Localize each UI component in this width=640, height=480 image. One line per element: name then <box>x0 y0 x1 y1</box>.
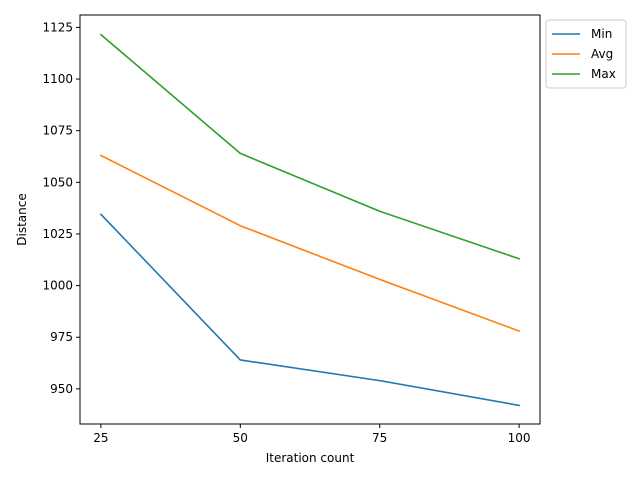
legend-label-min: Min <box>591 27 612 41</box>
y-tick-label: 1075 <box>42 124 73 138</box>
x-tick-label: 25 <box>93 431 108 445</box>
plot-area <box>79 14 541 425</box>
y-tick-label: 1100 <box>42 72 73 86</box>
x-tick-label: 75 <box>372 431 387 445</box>
y-tick-label: 1025 <box>42 227 73 241</box>
x-tick-label: 100 <box>508 431 531 445</box>
legend-box <box>545 19 627 89</box>
y-tick-label: 950 <box>50 382 73 396</box>
y-tick-label: 1000 <box>42 279 73 293</box>
x-axis-ticks: 25 50 75 100 <box>93 424 531 445</box>
y-tick-label: 1050 <box>42 175 73 189</box>
x-tick-label: 50 <box>233 431 248 445</box>
legend-label-avg: Avg <box>591 47 613 61</box>
legend: Min Avg Max <box>545 19 627 89</box>
series-layer <box>99 33 521 407</box>
series-line-min <box>99 213 521 407</box>
series-line-max <box>99 33 521 260</box>
y-tick-label: 1125 <box>42 20 73 34</box>
plot-frame <box>79 14 541 425</box>
legend-label-max: Max <box>591 67 616 81</box>
y-tick-label: 975 <box>50 330 73 344</box>
series-line-avg <box>99 154 521 333</box>
x-axis-label: Iteration count <box>266 451 355 465</box>
y-axis-label: Distance <box>15 193 29 245</box>
y-axis-ticks: 950 975 1000 1025 1050 1075 1100 1125 <box>42 20 80 396</box>
